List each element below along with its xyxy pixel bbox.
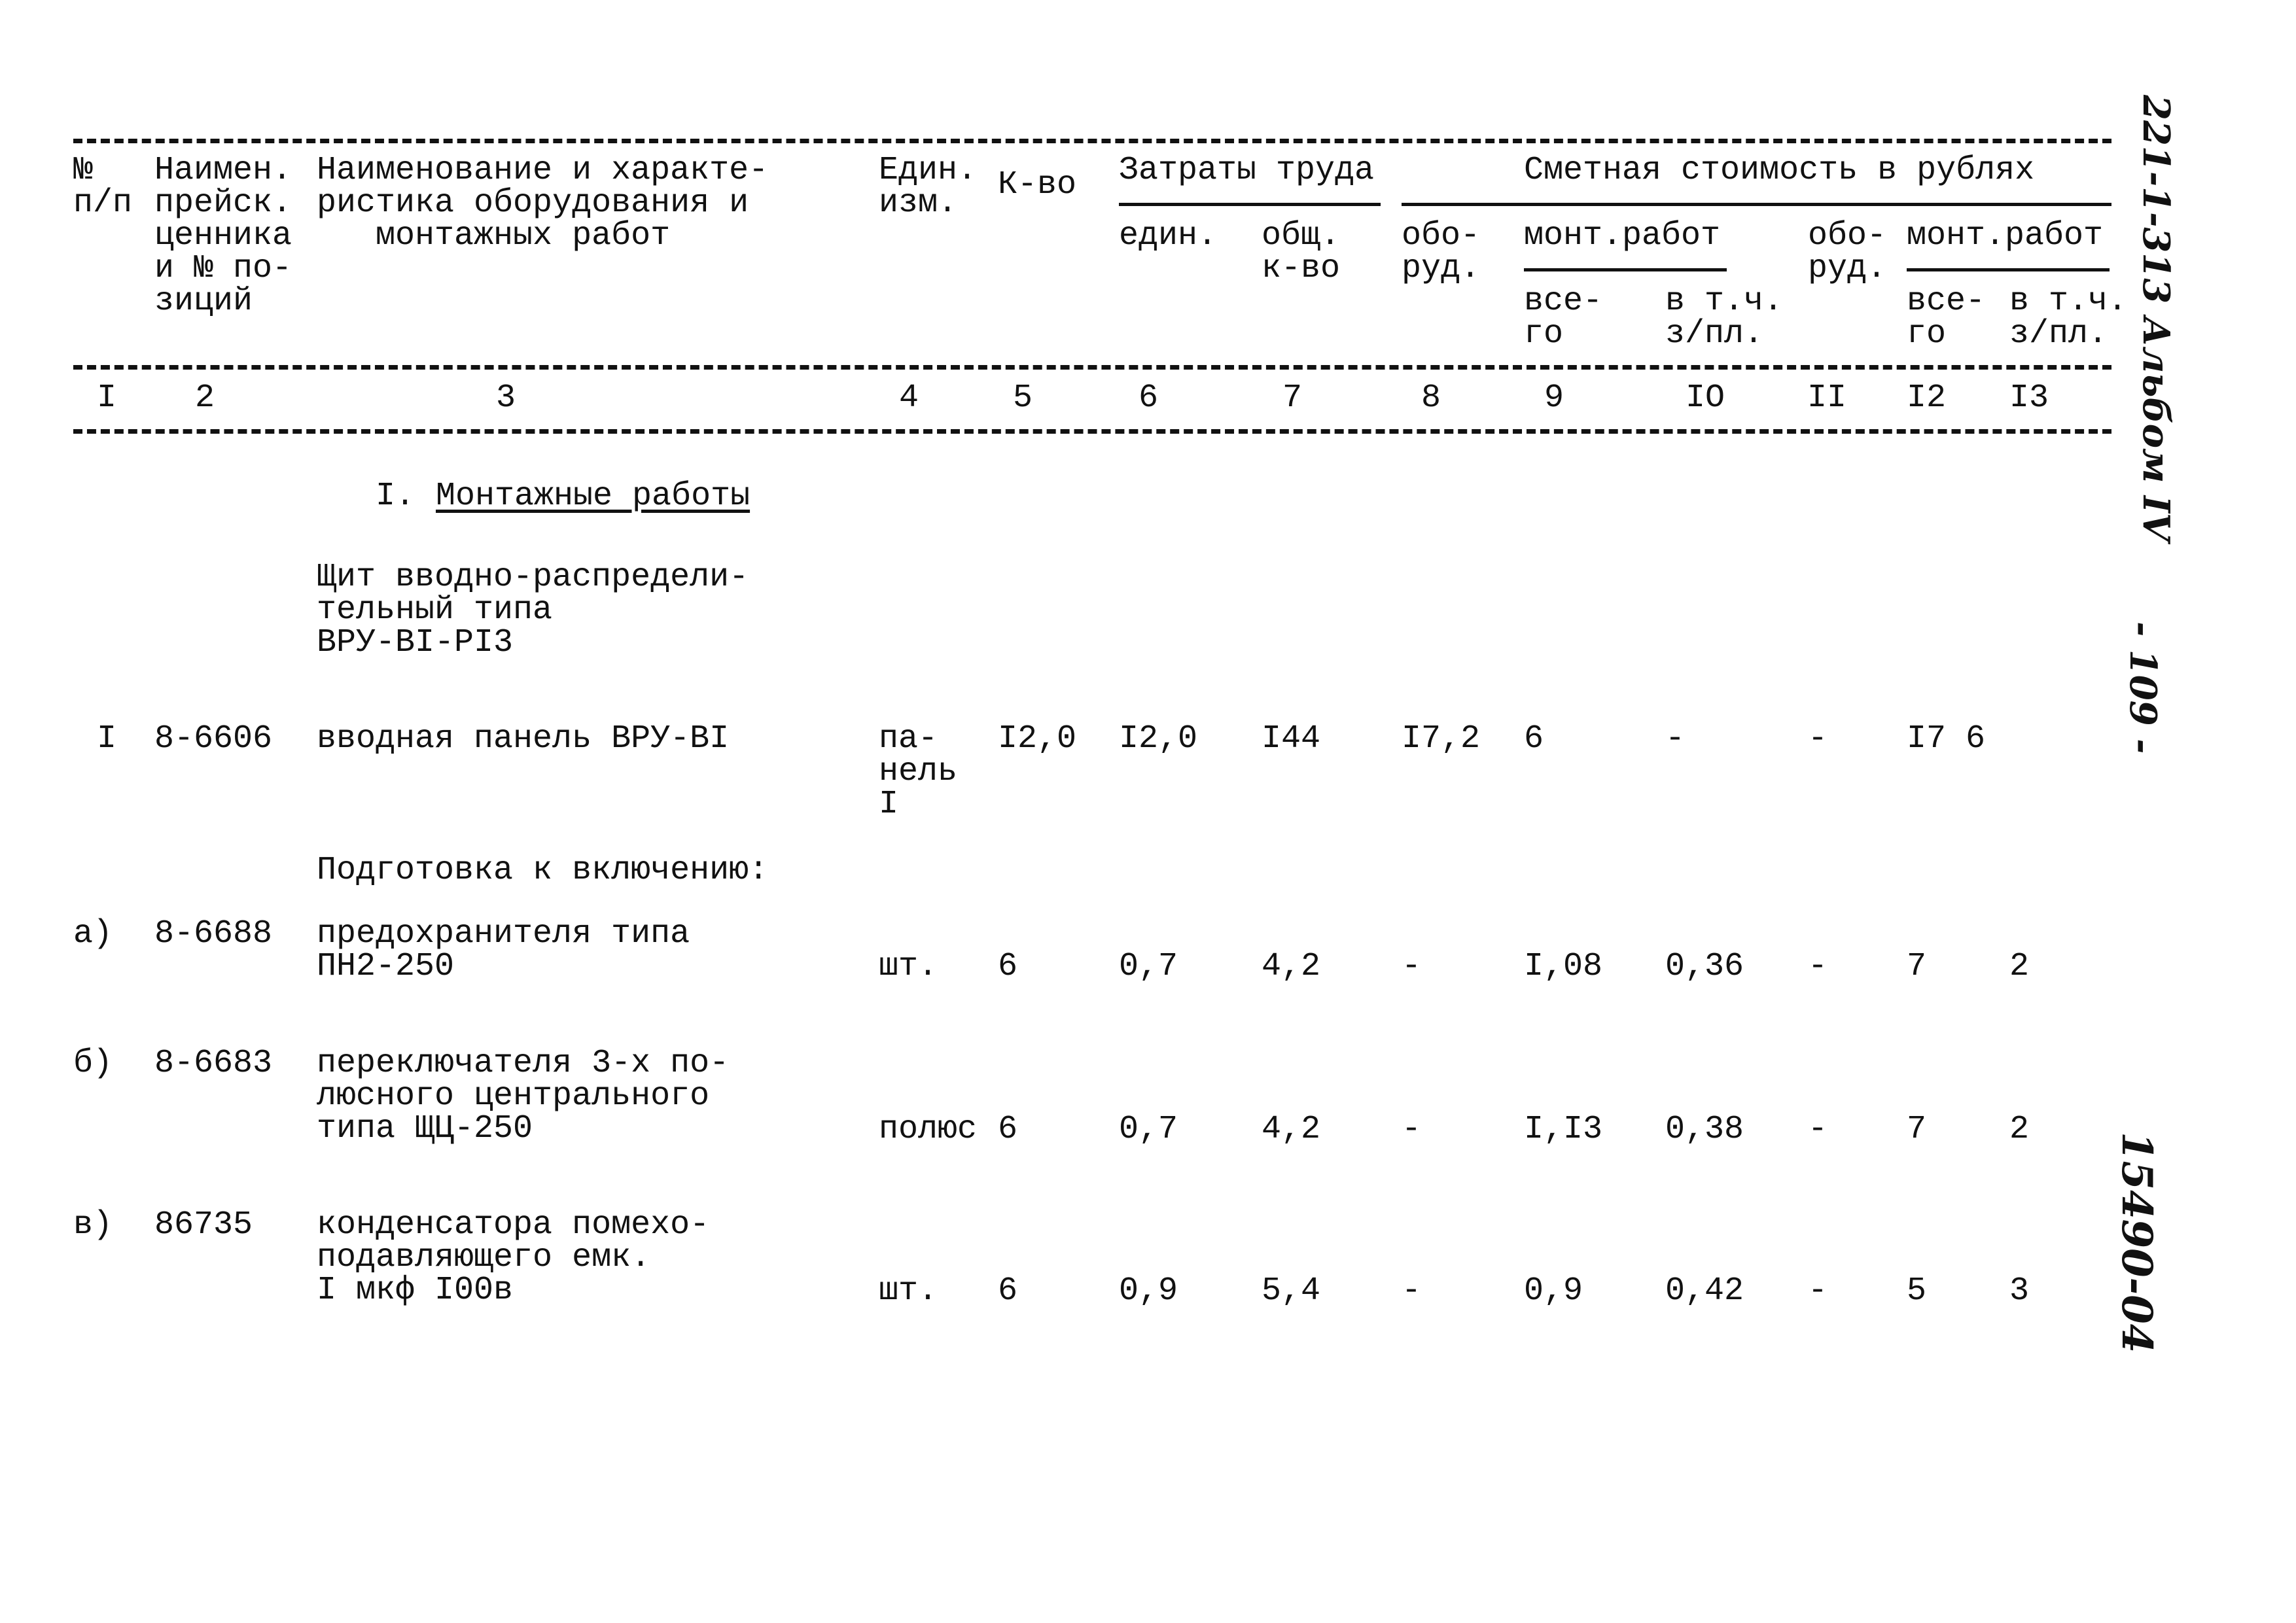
cost-group-rule: [1402, 203, 2111, 206]
section-number: I.: [376, 478, 415, 515]
row-code: 8-6688: [154, 915, 273, 952]
header-mont-group-1: монт.работ: [1524, 217, 1721, 254]
header-labor-group: Затраты труда: [1119, 152, 1375, 189]
mont-rule-2: [1907, 268, 2110, 271]
header-labor-unit: един.: [1119, 217, 1218, 254]
header-name: Наименование и характе- ристика оборудов…: [317, 152, 769, 254]
header-qty: К-во: [998, 166, 1077, 203]
column-number: 4: [899, 379, 919, 417]
header-price-code: Наимен. прейск. ценника и № по- зиций: [154, 152, 292, 320]
row-mont-total-2: 7: [1907, 1111, 1927, 1148]
row-unit: шт.: [879, 948, 938, 985]
header-cost-group: Сметная стоимость в рублях: [1524, 152, 2035, 189]
row-equip: -: [1402, 1111, 1422, 1148]
group-title: Щит вводно-распредели- тельный типа ВРУ-…: [317, 559, 749, 661]
row-equip: -: [1402, 948, 1422, 985]
row-qty: I2,0: [998, 720, 1077, 758]
row-mont-total: 6: [1524, 720, 1544, 758]
row-name: конденсатора помехо- подавляющего емк. I…: [317, 1206, 710, 1309]
inventory-number: 15490-04: [2112, 1132, 2161, 1353]
album-note: 221-1-313 Альбом IV: [2134, 95, 2178, 542]
row-labor-total: 5,4: [1262, 1272, 1321, 1310]
header-mont-total-2: все- го: [1907, 283, 1986, 353]
row-labor-total: 4,2: [1262, 948, 1321, 985]
row-mont-total: I,08: [1524, 948, 1603, 985]
row-num: б): [73, 1045, 113, 1082]
row-labor-total: I44: [1262, 720, 1321, 758]
row-mont-wage: 0,38: [1665, 1111, 1744, 1148]
row-equip-2: -: [1808, 1272, 1828, 1310]
row-mont-wage: 0,42: [1665, 1272, 1744, 1310]
row-unit: полюс: [879, 1111, 978, 1148]
row-code: 86735: [154, 1206, 253, 1244]
column-number: 5: [1013, 379, 1033, 417]
row-mont-total-2: 7: [1907, 948, 1927, 985]
column-number: 9: [1544, 379, 1564, 417]
column-number: 7: [1282, 379, 1303, 417]
row-equip-2: -: [1808, 948, 1828, 985]
page-number: - 109 -: [2121, 621, 2164, 754]
row-equip-2: -: [1808, 720, 1828, 758]
row-name: переключателя 3-х по- люсного центрально…: [317, 1045, 730, 1147]
row-mont-wage-2: 2: [2009, 948, 2030, 985]
row-labor-unit: I2,0: [1119, 720, 1198, 758]
row-mont-wage-2: 2: [2009, 1111, 2030, 1148]
row-num: а): [73, 915, 113, 952]
row-mont-wage: -: [1665, 720, 1686, 758]
column-number: 2: [195, 379, 215, 417]
row-code: 8-6683: [154, 1045, 273, 1082]
row-mont-total-2: I7 6: [1907, 720, 1986, 758]
row-name: вводная панель ВРУ-BI: [317, 720, 730, 758]
subgroup-title: Подготовка к включению:: [317, 852, 769, 889]
row-labor-unit: 0,9: [1119, 1272, 1178, 1310]
row-code: 8-6606: [154, 720, 273, 758]
row-num: I: [97, 720, 117, 758]
column-number: I3: [2009, 379, 2049, 417]
column-number: 3: [496, 379, 516, 417]
header-equip-2: обо- руд.: [1808, 217, 1887, 287]
row-mont-total: I,I3: [1524, 1111, 1603, 1148]
row-mont-total-2: 5: [1907, 1272, 1927, 1310]
header-equip: обо- руд.: [1402, 217, 1481, 287]
row-num: в): [73, 1206, 113, 1244]
section-title: Монтажные работы: [436, 478, 751, 515]
header-top-rule: [73, 139, 2111, 143]
row-name: предохранителя типа ПН2-250: [317, 915, 690, 985]
header-unit: Един. изм.: [879, 152, 978, 222]
row-labor-unit: 0,7: [1119, 948, 1178, 985]
header-num: № п/п: [73, 152, 133, 222]
column-number: IO: [1686, 379, 1725, 417]
row-mont-wage-2: 3: [2009, 1272, 2030, 1310]
row-qty: 6: [998, 948, 1018, 985]
labor-group-rule: [1119, 203, 1381, 206]
row-qty: 6: [998, 1272, 1018, 1310]
row-labor-unit: 0,7: [1119, 1111, 1178, 1148]
row-equip-2: -: [1808, 1111, 1828, 1148]
row-equip: I7,2: [1402, 720, 1481, 758]
row-unit: па- нель I: [879, 720, 958, 823]
row-qty: 6: [998, 1111, 1018, 1148]
row-labor-total: 4,2: [1262, 1111, 1321, 1148]
column-number: 6: [1139, 379, 1159, 417]
row-mont-wage: 0,36: [1665, 948, 1744, 985]
row-equip: -: [1402, 1272, 1422, 1310]
row-mont-total: 0,9: [1524, 1272, 1583, 1310]
header-mont-group-2: монт.работ: [1907, 217, 2104, 254]
row-unit: шт.: [879, 1272, 938, 1310]
header-bottom-rule: [73, 365, 2111, 370]
header-labor-total: общ. к-во: [1262, 217, 1341, 287]
numbering-bottom-rule: [73, 429, 2111, 434]
column-number: I2: [1907, 379, 1947, 417]
mont-rule-1: [1524, 268, 1727, 271]
column-number: 8: [1421, 379, 1441, 417]
column-number: I: [97, 379, 117, 417]
header-mont-wage: в т.ч. з/пл.: [1665, 283, 1784, 353]
header-mont-wage-2: в т.ч. з/пл.: [2009, 283, 2128, 353]
header-mont-total: все- го: [1524, 283, 1603, 353]
column-number: II: [1807, 379, 1847, 417]
